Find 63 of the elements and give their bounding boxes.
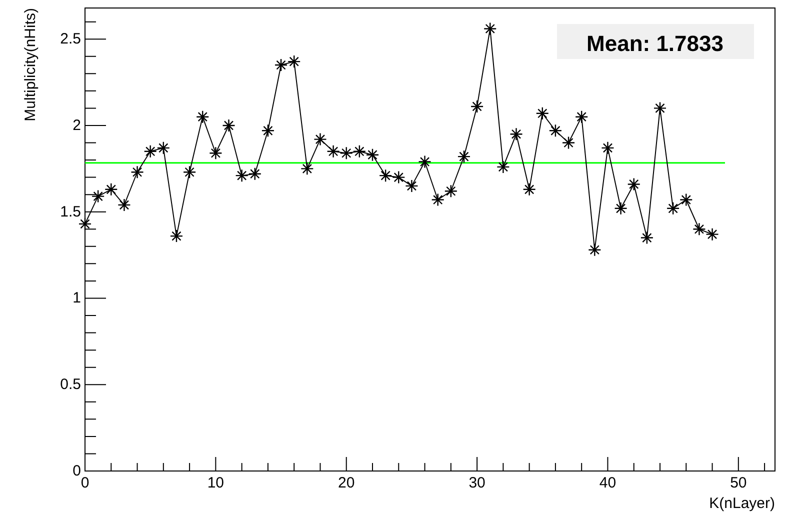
- point: [366, 148, 380, 162]
- annotation: Mean: 1.7833: [586, 31, 724, 56]
- point: [614, 202, 628, 216]
- point: [222, 118, 236, 132]
- point: [314, 132, 327, 146]
- y-axis-title: Multiplicity(nHits): [22, 8, 39, 122]
- point: [196, 110, 210, 124]
- point: [326, 144, 340, 158]
- x-tick-label: 10: [207, 474, 224, 492]
- point: [548, 124, 562, 138]
- y-tick-label: 0: [72, 462, 81, 480]
- point: [78, 217, 92, 231]
- y-tick-label: 2.5: [60, 30, 81, 48]
- point: [118, 198, 131, 212]
- point: [418, 155, 432, 168]
- point: [706, 228, 719, 241]
- y-tick-label: 0.5: [60, 376, 81, 394]
- point: [378, 168, 392, 182]
- point: [457, 150, 471, 164]
- y-tick-label: 2: [72, 116, 81, 134]
- point: [300, 162, 314, 176]
- y-tick-label: 1.5: [60, 203, 81, 220]
- point: [536, 106, 549, 120]
- point: [130, 166, 144, 179]
- point: [340, 146, 353, 160]
- point: [496, 160, 510, 174]
- x-tick-label: 30: [468, 474, 486, 492]
- point: [431, 193, 444, 206]
- point: [640, 231, 654, 244]
- point: [588, 243, 602, 256]
- point: [653, 102, 667, 115]
- x-tick-label: 20: [338, 474, 355, 492]
- point: [601, 141, 614, 155]
- point: [627, 178, 640, 191]
- point: [522, 182, 536, 196]
- point: [352, 144, 366, 158]
- x-axis-title: K(nLayer): [709, 495, 776, 512]
- point: [680, 193, 693, 206]
- point: [392, 170, 406, 184]
- point: [156, 141, 170, 155]
- x-tick-label: 50: [730, 474, 747, 492]
- point: [274, 58, 288, 72]
- point: [510, 128, 523, 141]
- point: [574, 110, 588, 124]
- point: [248, 167, 262, 180]
- point: [182, 166, 196, 179]
- point: [470, 100, 484, 114]
- point: [692, 222, 706, 236]
- point: [170, 229, 184, 243]
- point: [235, 168, 248, 182]
- point: [287, 54, 301, 68]
- point: [144, 144, 157, 158]
- y-tick-label: 1: [72, 290, 81, 307]
- point: [104, 182, 118, 196]
- point: [405, 179, 418, 193]
- point: [209, 146, 222, 160]
- point: [91, 190, 105, 203]
- point: [261, 124, 275, 138]
- point: [444, 184, 458, 198]
- point: [484, 22, 497, 36]
- point: [562, 136, 576, 150]
- x-tick-label: 40: [599, 474, 616, 492]
- point: [666, 202, 680, 216]
